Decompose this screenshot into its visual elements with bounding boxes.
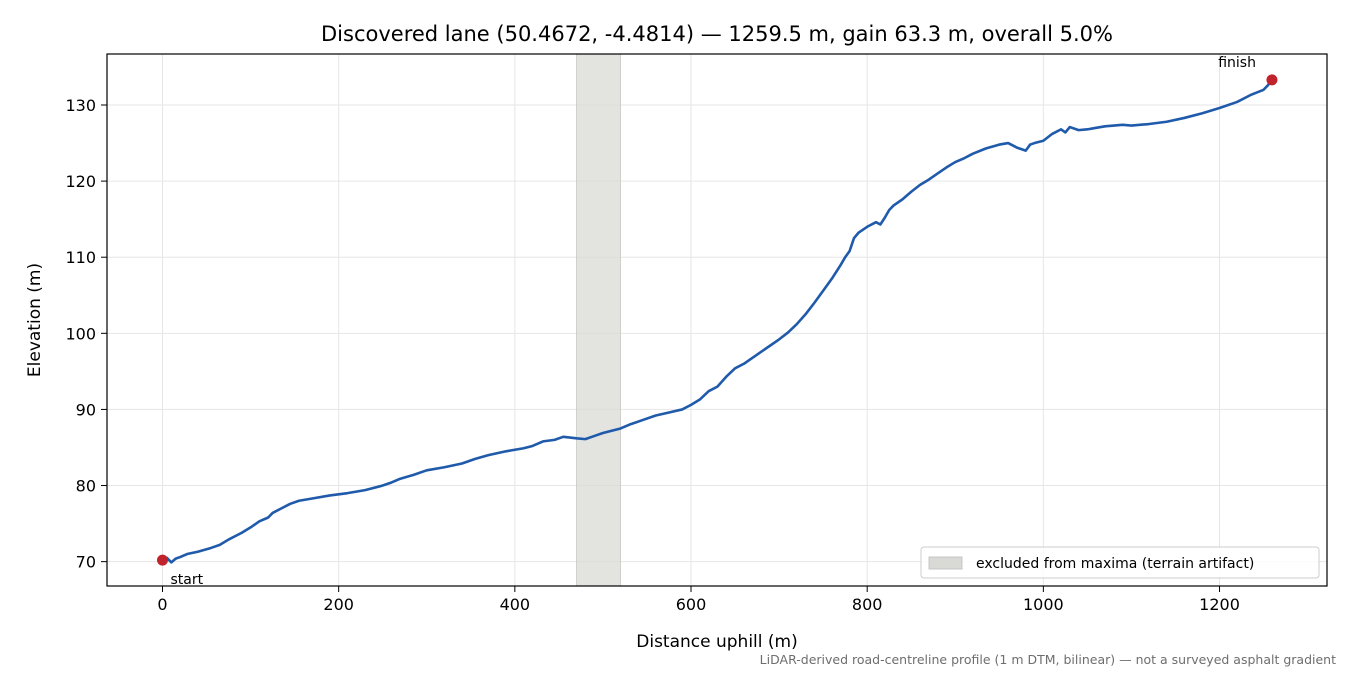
y-tick-label: 70 <box>76 553 96 572</box>
x-tick-label: 800 <box>852 595 883 614</box>
x-tick-label: 1000 <box>1023 595 1064 614</box>
x-tick-label: 600 <box>676 595 707 614</box>
x-tick-label: 0 <box>157 595 167 614</box>
y-axis-label: Elevation (m) <box>25 263 45 377</box>
y-tick-label: 100 <box>65 324 96 343</box>
finish-marker <box>1266 74 1278 86</box>
tick-layer: 0 200 400 600 800 1000 1200 70 80 90 100 110 120 130 <box>65 96 1239 614</box>
start-label: start <box>170 572 203 588</box>
y-tick-label: 130 <box>65 96 96 115</box>
legend: excluded from maxima (terrain artifact) <box>920 546 1320 579</box>
start-marker <box>156 554 168 566</box>
legend-box <box>920 546 1320 579</box>
chart-title: Discovered lane (50.4672, -4.4814) — 125… <box>321 22 1113 46</box>
legend-swatch <box>928 556 963 570</box>
elevation-line <box>161 78 1274 564</box>
x-tick-label: 400 <box>500 595 531 614</box>
excluded-region <box>576 53 621 587</box>
y-tick-label: 80 <box>76 477 96 496</box>
footnote: LiDAR-derived road-centreline profile (1… <box>760 652 1336 667</box>
y-tick-label: 120 <box>65 172 96 191</box>
grid-layer <box>107 54 1327 586</box>
y-tick-label: 90 <box>76 400 96 419</box>
series-layer <box>161 78 1274 564</box>
x-tick-label: 1200 <box>1199 595 1240 614</box>
plot-frame <box>106 53 1328 587</box>
y-tick-label: 110 <box>65 248 96 267</box>
x-tick-label: 200 <box>323 595 354 614</box>
marker-layer: start finish <box>156 55 1278 588</box>
x-axis-label: Distance uphill (m) <box>636 632 797 652</box>
legend-label: excluded from maxima (terrain artifact) <box>976 556 1254 572</box>
shaded-region-layer <box>576 53 621 587</box>
finish-label: finish <box>1218 55 1256 71</box>
